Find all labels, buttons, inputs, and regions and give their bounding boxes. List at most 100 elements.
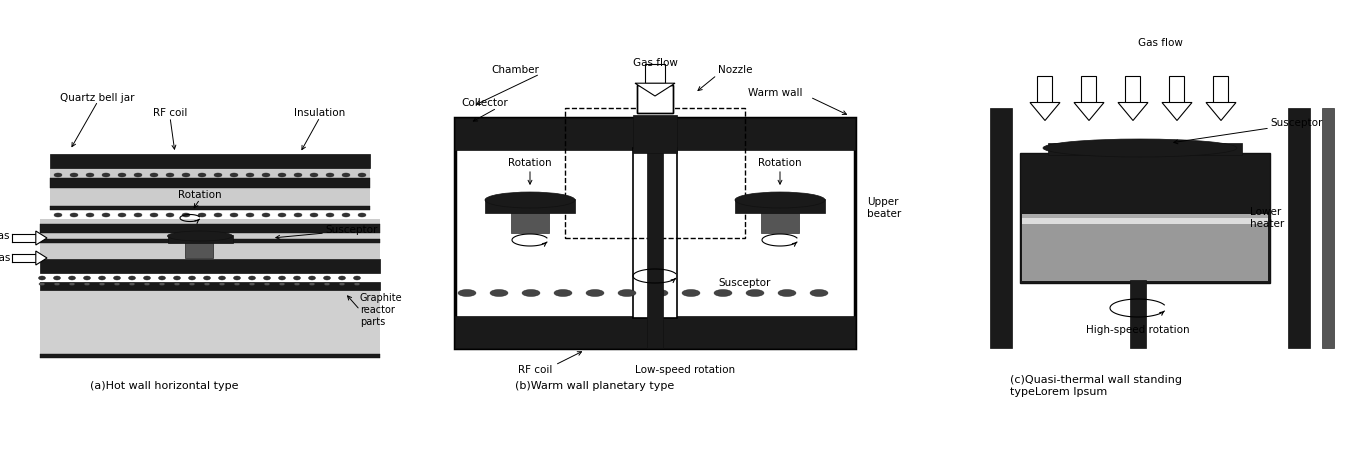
Ellipse shape xyxy=(84,276,90,280)
Ellipse shape xyxy=(166,213,174,217)
Bar xyxy=(564,108,745,238)
Text: Upper
beater: Upper beater xyxy=(867,197,901,219)
Ellipse shape xyxy=(189,283,195,285)
Text: Rotation: Rotation xyxy=(508,158,552,168)
Text: RF coil: RF coil xyxy=(518,365,552,375)
Ellipse shape xyxy=(149,213,158,217)
Text: Warm wall: Warm wall xyxy=(748,88,803,98)
Text: Rotation: Rotation xyxy=(178,190,222,200)
Ellipse shape xyxy=(53,173,62,177)
Polygon shape xyxy=(636,83,675,96)
Ellipse shape xyxy=(101,173,110,177)
Bar xyxy=(1022,218,1269,224)
Ellipse shape xyxy=(99,276,105,280)
Bar xyxy=(1022,221,1269,281)
Bar xyxy=(49,168,370,173)
Ellipse shape xyxy=(166,173,174,177)
Ellipse shape xyxy=(182,173,190,177)
Ellipse shape xyxy=(342,173,349,177)
Text: Nozzle: Nozzle xyxy=(718,65,752,75)
Ellipse shape xyxy=(68,283,75,285)
Bar xyxy=(637,85,673,113)
Ellipse shape xyxy=(114,283,121,285)
Ellipse shape xyxy=(353,283,360,285)
Ellipse shape xyxy=(247,173,253,177)
Ellipse shape xyxy=(295,283,300,285)
Bar xyxy=(40,224,379,233)
Text: (b)Warm wall planetary type: (b)Warm wall planetary type xyxy=(515,381,674,391)
Text: Process gas: Process gas xyxy=(0,231,10,241)
Ellipse shape xyxy=(714,289,732,296)
Ellipse shape xyxy=(214,173,222,177)
Ellipse shape xyxy=(53,283,60,285)
Ellipse shape xyxy=(101,213,110,217)
Ellipse shape xyxy=(167,231,233,241)
Ellipse shape xyxy=(189,276,196,280)
Ellipse shape xyxy=(134,173,142,177)
Ellipse shape xyxy=(338,276,345,280)
Bar xyxy=(455,118,855,150)
Ellipse shape xyxy=(278,276,285,280)
Ellipse shape xyxy=(279,283,285,285)
Ellipse shape xyxy=(38,276,45,280)
Polygon shape xyxy=(1162,103,1192,120)
Ellipse shape xyxy=(144,283,149,285)
Ellipse shape xyxy=(118,173,126,177)
Text: Lower
heater: Lower heater xyxy=(1249,207,1284,229)
Bar xyxy=(485,199,575,213)
Polygon shape xyxy=(1206,103,1236,120)
Bar xyxy=(637,85,673,113)
Ellipse shape xyxy=(353,276,360,280)
Ellipse shape xyxy=(682,289,700,296)
Text: Rotation gas: Rotation gas xyxy=(0,253,10,263)
Ellipse shape xyxy=(323,276,330,280)
Bar xyxy=(49,206,370,210)
Bar xyxy=(1126,76,1140,103)
Ellipse shape xyxy=(84,283,90,285)
Ellipse shape xyxy=(553,289,573,296)
Bar xyxy=(40,233,379,238)
Ellipse shape xyxy=(490,289,508,296)
Ellipse shape xyxy=(144,276,151,280)
Text: Susceptor: Susceptor xyxy=(719,278,771,288)
Ellipse shape xyxy=(295,173,301,177)
Ellipse shape xyxy=(182,213,190,217)
Ellipse shape xyxy=(263,276,270,280)
Ellipse shape xyxy=(86,213,95,217)
Bar xyxy=(1288,108,1310,348)
Text: Gas flow: Gas flow xyxy=(1137,38,1182,48)
Ellipse shape xyxy=(199,213,205,217)
Ellipse shape xyxy=(38,283,45,285)
Ellipse shape xyxy=(264,283,270,285)
Ellipse shape xyxy=(249,283,255,285)
Ellipse shape xyxy=(129,283,136,285)
Ellipse shape xyxy=(204,276,211,280)
Bar xyxy=(647,148,663,348)
Text: (c)Quasi-thermal wall standing
typeLorem Ipsum: (c)Quasi-thermal wall standing typeLorem… xyxy=(1010,375,1182,397)
Ellipse shape xyxy=(218,276,226,280)
Ellipse shape xyxy=(342,213,349,217)
Ellipse shape xyxy=(214,213,222,217)
Polygon shape xyxy=(1118,103,1148,120)
Bar xyxy=(40,354,379,358)
Ellipse shape xyxy=(53,213,62,217)
Ellipse shape xyxy=(262,173,270,177)
Bar xyxy=(760,209,799,233)
Bar xyxy=(1081,76,1096,103)
Bar xyxy=(1214,76,1229,103)
Ellipse shape xyxy=(308,276,315,280)
Bar xyxy=(40,219,379,259)
Ellipse shape xyxy=(310,283,315,285)
Ellipse shape xyxy=(86,173,95,177)
Ellipse shape xyxy=(70,173,78,177)
Ellipse shape xyxy=(174,283,179,285)
Bar xyxy=(1170,76,1185,103)
Ellipse shape xyxy=(485,192,575,208)
Text: Collector: Collector xyxy=(462,98,508,108)
Bar xyxy=(455,118,855,348)
Ellipse shape xyxy=(204,283,210,285)
Text: Graphite
reactor
parts: Graphite reactor parts xyxy=(360,294,403,327)
Text: Gas flow: Gas flow xyxy=(633,58,677,68)
Ellipse shape xyxy=(338,283,345,285)
Ellipse shape xyxy=(233,276,241,280)
